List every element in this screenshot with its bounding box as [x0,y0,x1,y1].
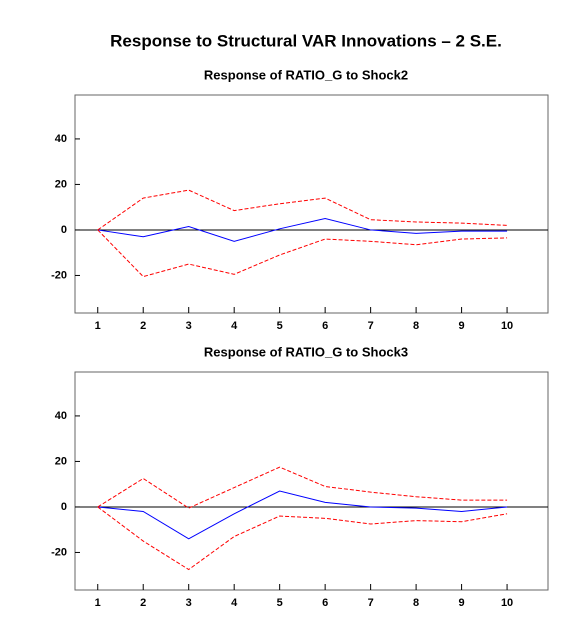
x-tick-label: 3 [186,320,192,332]
y-tick-label: 20 [55,455,67,467]
series-line [97,466,508,509]
y-tick-label: 40 [55,133,67,145]
y-tick-label: -20 [51,269,67,281]
x-tick-label: 4 [231,320,238,332]
x-tick-label: 9 [459,597,465,609]
x-tick-label: 5 [277,320,283,332]
series-line [97,229,508,278]
x-tick-label: 5 [277,597,283,609]
series-line [97,218,508,242]
plot-frame [74,371,549,591]
x-tick-label: 8 [413,597,419,609]
y-tick-label: 0 [61,224,67,236]
x-tick-label: 9 [459,320,465,332]
x-tick-label: 10 [501,597,513,609]
x-tick-label: 2 [140,320,146,332]
y-tick-label: -20 [51,546,67,558]
x-tick-label: 6 [322,597,328,609]
chart-title: Response of RATIO_G to Shock3 [204,344,408,359]
x-tick-label: 1 [95,320,101,332]
y-tick-label: 0 [61,501,67,513]
plot-frame [74,94,549,314]
x-tick-label: 1 [95,597,101,609]
series-line [97,506,508,571]
y-tick-label: 20 [55,178,67,190]
x-tick-label: 8 [413,320,419,332]
x-tick-label: 2 [140,597,146,609]
x-tick-label: 6 [322,320,328,332]
x-tick-label: 7 [368,320,374,332]
x-tick-label: 10 [501,320,513,332]
x-tick-label: 3 [186,597,192,609]
x-tick-label: 4 [231,597,238,609]
x-tick-label: 7 [368,597,374,609]
series-line [97,189,508,231]
chart-title: Response of RATIO_G to Shock2 [204,67,408,82]
y-tick-label: 40 [55,410,67,422]
figure-title: Response to Structural VAR Innovations –… [110,31,502,50]
series-line [97,490,508,540]
